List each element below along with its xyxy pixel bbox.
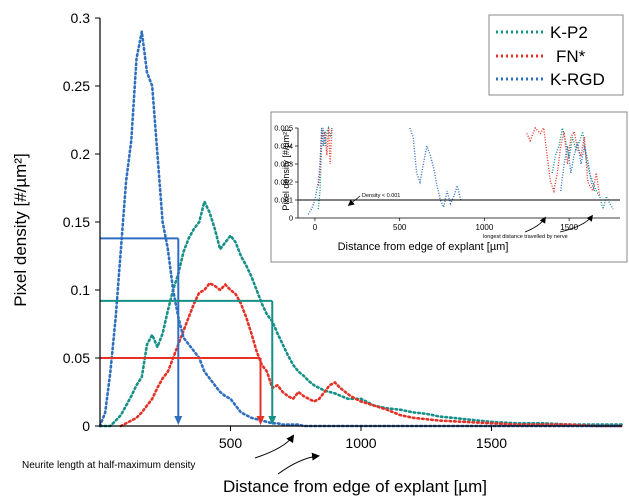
inset-x-tick-label: 1500	[560, 223, 578, 232]
legend-label-k-rgd: K-RGD	[550, 70, 605, 89]
legend-label-k-p2: K-P2	[550, 23, 588, 42]
main-series-fn	[119, 281, 624, 428]
main-y-tick-label: 0.05	[63, 350, 90, 366]
main-x-axis-label: Distance from edge of explant [µm]	[223, 477, 487, 496]
inset-longest-arrow-1	[524, 216, 546, 233]
inset-series-k-p2	[317, 125, 614, 212]
half-max-line-k-p2	[100, 299, 277, 425]
half-max-arrowhead-k-p2	[268, 416, 277, 425]
inset-x-axis-label: Distance from edge of explant [µm]	[338, 241, 509, 253]
inset-y-tick-label: 0	[289, 214, 293, 223]
main-series-line-k-p2	[98, 197, 624, 428]
inset-y-tick-label: 0.003	[274, 160, 293, 169]
main-x-tick-label: 500	[219, 435, 243, 451]
inset-threshold-annotation-arrow	[347, 195, 361, 207]
half-max-line-k-rgd	[100, 237, 183, 425]
inset-y-tick-label: 0.004	[274, 142, 293, 151]
inset-y-axis-label: Pixel density [#/µm²]	[281, 129, 291, 210]
inset-series-segment-k-p2	[317, 125, 333, 210]
half-max-annotation-arrow-right	[277, 452, 320, 475]
legend-label-fn: FN*	[556, 47, 586, 66]
main-x-tick-label: 1000	[345, 435, 376, 451]
inset-x-tick-label: 500	[393, 223, 407, 232]
inset-x-tick-label: 1000	[476, 223, 494, 232]
main-y-tick-label: 0.15	[63, 214, 90, 230]
half-max-arrowhead-fn	[256, 416, 265, 425]
main-y-tick-label: 0.2	[71, 146, 91, 162]
inset-y-tick-label: 0.002	[274, 178, 293, 187]
inset-series-group	[307, 125, 614, 215]
inset-tick-labels: 0 0.001 0.002 0.003 0.004 0.005 0 500 1000 1500	[274, 124, 578, 233]
main-y-tick-label: 0.25	[63, 78, 90, 94]
half-max-arrowhead-k-rgd	[174, 416, 183, 425]
main-series-line-fn	[119, 281, 624, 428]
inset-chart: 0 0.001 0.002 0.003 0.004 0.005 0 500 1000 1500 D…	[270, 111, 628, 263]
main-y-tick-label: 0.1	[71, 282, 91, 298]
half-max-reference-lines	[100, 237, 277, 425]
inset-longest-distance-annotation: longest distance travelled by nerve	[483, 234, 568, 240]
inset-x-tick-label: 0	[313, 223, 318, 232]
main-chart: 0 0.05 0.1 0.15 0.2 0.25 0.3 500 1000 1500 Distan…	[11, 10, 624, 496]
inset-series-k-rgd	[307, 127, 596, 215]
main-y-tick-label: 0.3	[71, 10, 91, 26]
inset-frame	[270, 111, 628, 263]
main-axes	[95, 17, 622, 431]
inset-y-tick-label: 0.005	[274, 124, 293, 133]
main-y-tick-label: 0	[82, 418, 90, 434]
inset-series-segment-k-rgd	[307, 127, 326, 215]
half-max-annotation: Neurite length at half-maximum density	[22, 460, 195, 471]
legend: K-P2 FN* K-RGD	[488, 14, 624, 96]
inset-y-tick-label: 0.001	[274, 196, 293, 205]
main-x-tick-label: 1500	[476, 435, 507, 451]
half-max-line-fn	[100, 357, 265, 425]
inset-longest-arrow-2	[559, 214, 593, 233]
inset-series-segment-k-rgd	[560, 142, 596, 192]
main-series-k-p2	[98, 197, 624, 428]
main-y-axis-label: Pixel density [#/µm²]	[11, 153, 30, 306]
half-max-annotation-arrow-left	[254, 434, 295, 459]
main-tick-labels: 0 0.05 0.1 0.15 0.2 0.25 0.3 500 1000 1500	[63, 10, 508, 451]
inset-threshold-annotation: Density < 0.001	[362, 193, 400, 199]
